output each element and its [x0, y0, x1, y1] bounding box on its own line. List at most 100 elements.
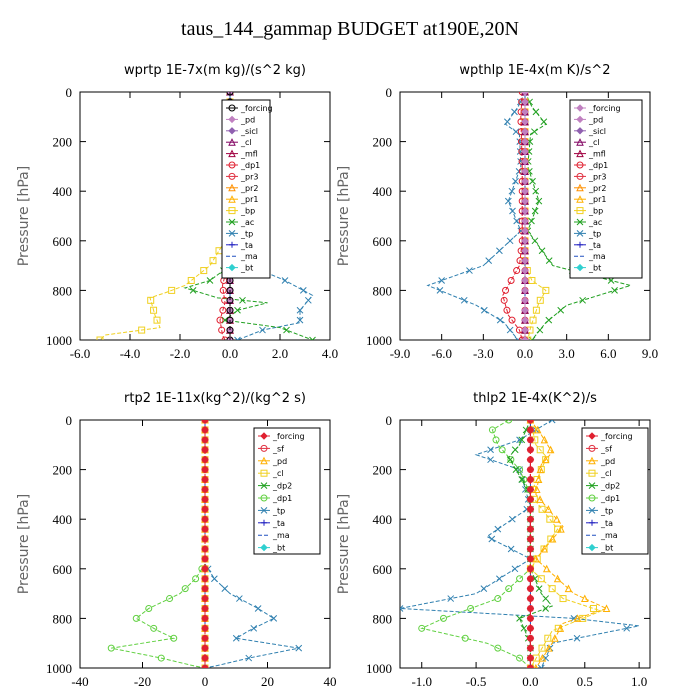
panel-title: rtp2 1E-11x(kg^2)/(kg^2 s) — [124, 391, 306, 406]
series-marker — [509, 207, 516, 215]
legend-item: _dp1 — [226, 161, 260, 170]
series-marker — [168, 286, 176, 294]
legend-box — [253, 427, 321, 555]
series-marker — [532, 485, 541, 493]
series-marker — [107, 644, 115, 652]
legend-item: _forcing — [586, 432, 633, 441]
series-marker — [296, 306, 304, 314]
legend-label: _forcing — [272, 432, 305, 441]
series-marker — [526, 624, 535, 633]
y-tick-label: 1000 — [366, 333, 392, 348]
series-marker — [580, 594, 589, 603]
legend-item: _forcing — [574, 104, 621, 113]
series-marker — [187, 276, 195, 284]
series-marker — [538, 644, 546, 652]
legend-label: _ta — [600, 519, 613, 528]
series-marker — [508, 515, 516, 523]
series-line — [508, 420, 554, 668]
series-marker — [542, 286, 550, 294]
series-marker — [157, 654, 165, 662]
series-marker — [548, 534, 557, 543]
series-marker — [526, 614, 535, 623]
series-marker — [506, 456, 514, 464]
series-marker — [559, 595, 567, 603]
series-marker — [234, 306, 241, 314]
series-marker — [201, 604, 209, 613]
legend-label: _sf — [272, 444, 284, 453]
x-tick-label: -1.0 — [411, 674, 432, 689]
series-marker — [529, 316, 537, 324]
series-marker — [480, 306, 488, 314]
legend-marker — [589, 519, 595, 526]
series-marker — [200, 267, 208, 275]
legend-label: _cl — [600, 469, 612, 478]
series-marker — [521, 296, 529, 305]
series-marker — [498, 446, 506, 454]
legend-label: _ac — [240, 218, 254, 227]
series-marker — [623, 624, 631, 632]
series-marker — [295, 644, 303, 652]
panel-title: thlp2 1E-4x(K^2)/s — [473, 391, 597, 406]
y-tick-label: 200 — [53, 135, 73, 150]
series-marker — [508, 316, 516, 324]
legend-marker — [228, 172, 236, 180]
series-line — [111, 420, 206, 668]
series-marker — [201, 624, 209, 633]
x-tick-label: 0.0 — [517, 346, 533, 361]
series-marker — [570, 615, 578, 622]
series-marker — [221, 585, 229, 592]
legend-marker — [588, 494, 596, 502]
series-marker — [564, 584, 573, 593]
series-marker — [545, 644, 553, 652]
x-tick-label: 9.0 — [642, 346, 658, 361]
series-marker — [526, 446, 535, 454]
series-marker — [540, 435, 549, 444]
series-marker — [526, 436, 535, 444]
series-marker — [496, 575, 503, 583]
legend-label: _bt — [588, 264, 601, 273]
series-marker — [496, 247, 503, 255]
legend-marker — [576, 104, 584, 112]
series-marker — [526, 426, 535, 434]
series-marker — [138, 326, 146, 334]
series-marker — [218, 326, 226, 334]
series-marker — [518, 436, 526, 444]
legend-item: _bt — [574, 264, 601, 273]
series-marker — [526, 575, 535, 583]
series-marker — [526, 634, 535, 642]
series-marker — [533, 425, 542, 434]
legend-marker — [228, 104, 236, 112]
legend-item: _dp1 — [574, 161, 608, 170]
series-marker — [503, 306, 511, 314]
legend-label: _bt — [240, 264, 253, 273]
y-tick-label: 1000 — [46, 333, 72, 348]
series-marker — [521, 167, 529, 176]
series-forcing — [201, 420, 209, 668]
legend-label: _forcing — [240, 104, 273, 113]
series-marker — [201, 436, 209, 444]
series-marker — [521, 127, 529, 136]
series-marker — [552, 515, 561, 523]
chart-panel-3: rtp2 1E-11x(kg^2)/(kg^2 s) Pressure [hPa]… — [16, 391, 337, 689]
series-marker — [201, 495, 209, 504]
legend-marker — [588, 469, 596, 477]
series-marker — [526, 505, 535, 513]
series-marker — [506, 237, 514, 245]
y-tick-label: 0 — [386, 85, 393, 100]
series-marker — [511, 565, 519, 573]
legend-label: _bp — [240, 207, 255, 216]
series-marker — [520, 624, 528, 632]
legend-item: _ta — [586, 519, 613, 528]
series-marker — [579, 614, 587, 622]
series-marker — [546, 515, 554, 523]
y-tick-label: 1000 — [46, 661, 72, 676]
series-marker — [516, 654, 524, 662]
legend-item: _tp — [586, 506, 613, 515]
legend-item: _ma — [586, 531, 618, 540]
series-marker — [96, 336, 104, 340]
series-marker — [535, 197, 543, 205]
legend-label: _pd — [588, 115, 603, 124]
legend-item: _forcing — [258, 432, 305, 441]
legend-marker — [576, 127, 584, 135]
series-marker — [438, 277, 446, 284]
